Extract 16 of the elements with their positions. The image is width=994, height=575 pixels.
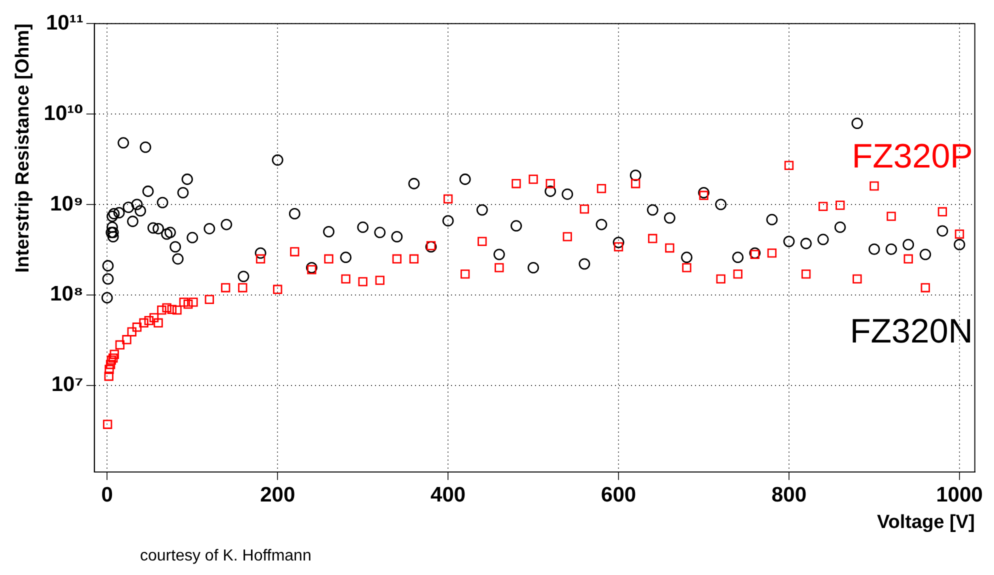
x-tick-label: 400	[430, 483, 466, 506]
y-axis-title: Interstrip Resistance [Ohm]	[12, 24, 34, 273]
y-tick-label: 10¹¹	[46, 11, 84, 34]
x-tick-label: 800	[771, 483, 807, 506]
x-tick-label: 1000	[936, 483, 983, 506]
y-tick-label: 10⁹	[50, 192, 84, 216]
text: courtesy of K. Hoffmann	[140, 547, 312, 564]
y-tick-label: 10⁸	[50, 282, 84, 306]
x-tick-label: 600	[601, 483, 636, 506]
series-label: FZ320P	[852, 137, 973, 176]
series-label: FZ320N	[850, 312, 973, 350]
y-tick-label: 10⁷	[51, 373, 84, 396]
y-tick-label: 10¹⁰	[44, 102, 84, 125]
x-axis-title: Voltage [V]	[876, 512, 975, 533]
x-tick-label: 0	[101, 483, 113, 506]
x-tick-label: 200	[260, 483, 296, 506]
